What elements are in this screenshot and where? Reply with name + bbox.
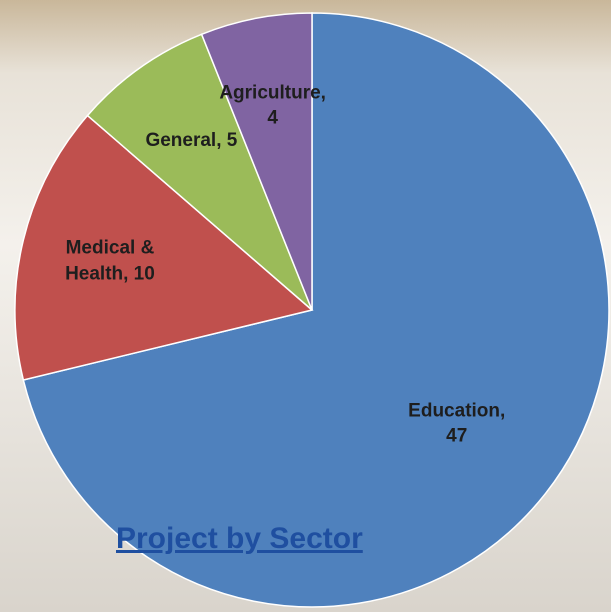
data-label: General, 5	[132, 128, 250, 154]
data-label: Agriculture, 4	[214, 80, 332, 131]
data-label: Education, 47	[398, 398, 516, 449]
data-label: Medical & Health, 10	[51, 235, 169, 286]
chart-title-link[interactable]: Project by Sector	[116, 522, 363, 556]
slide: Education, 47 Medical & Health, 10 General…	[0, 0, 611, 612]
